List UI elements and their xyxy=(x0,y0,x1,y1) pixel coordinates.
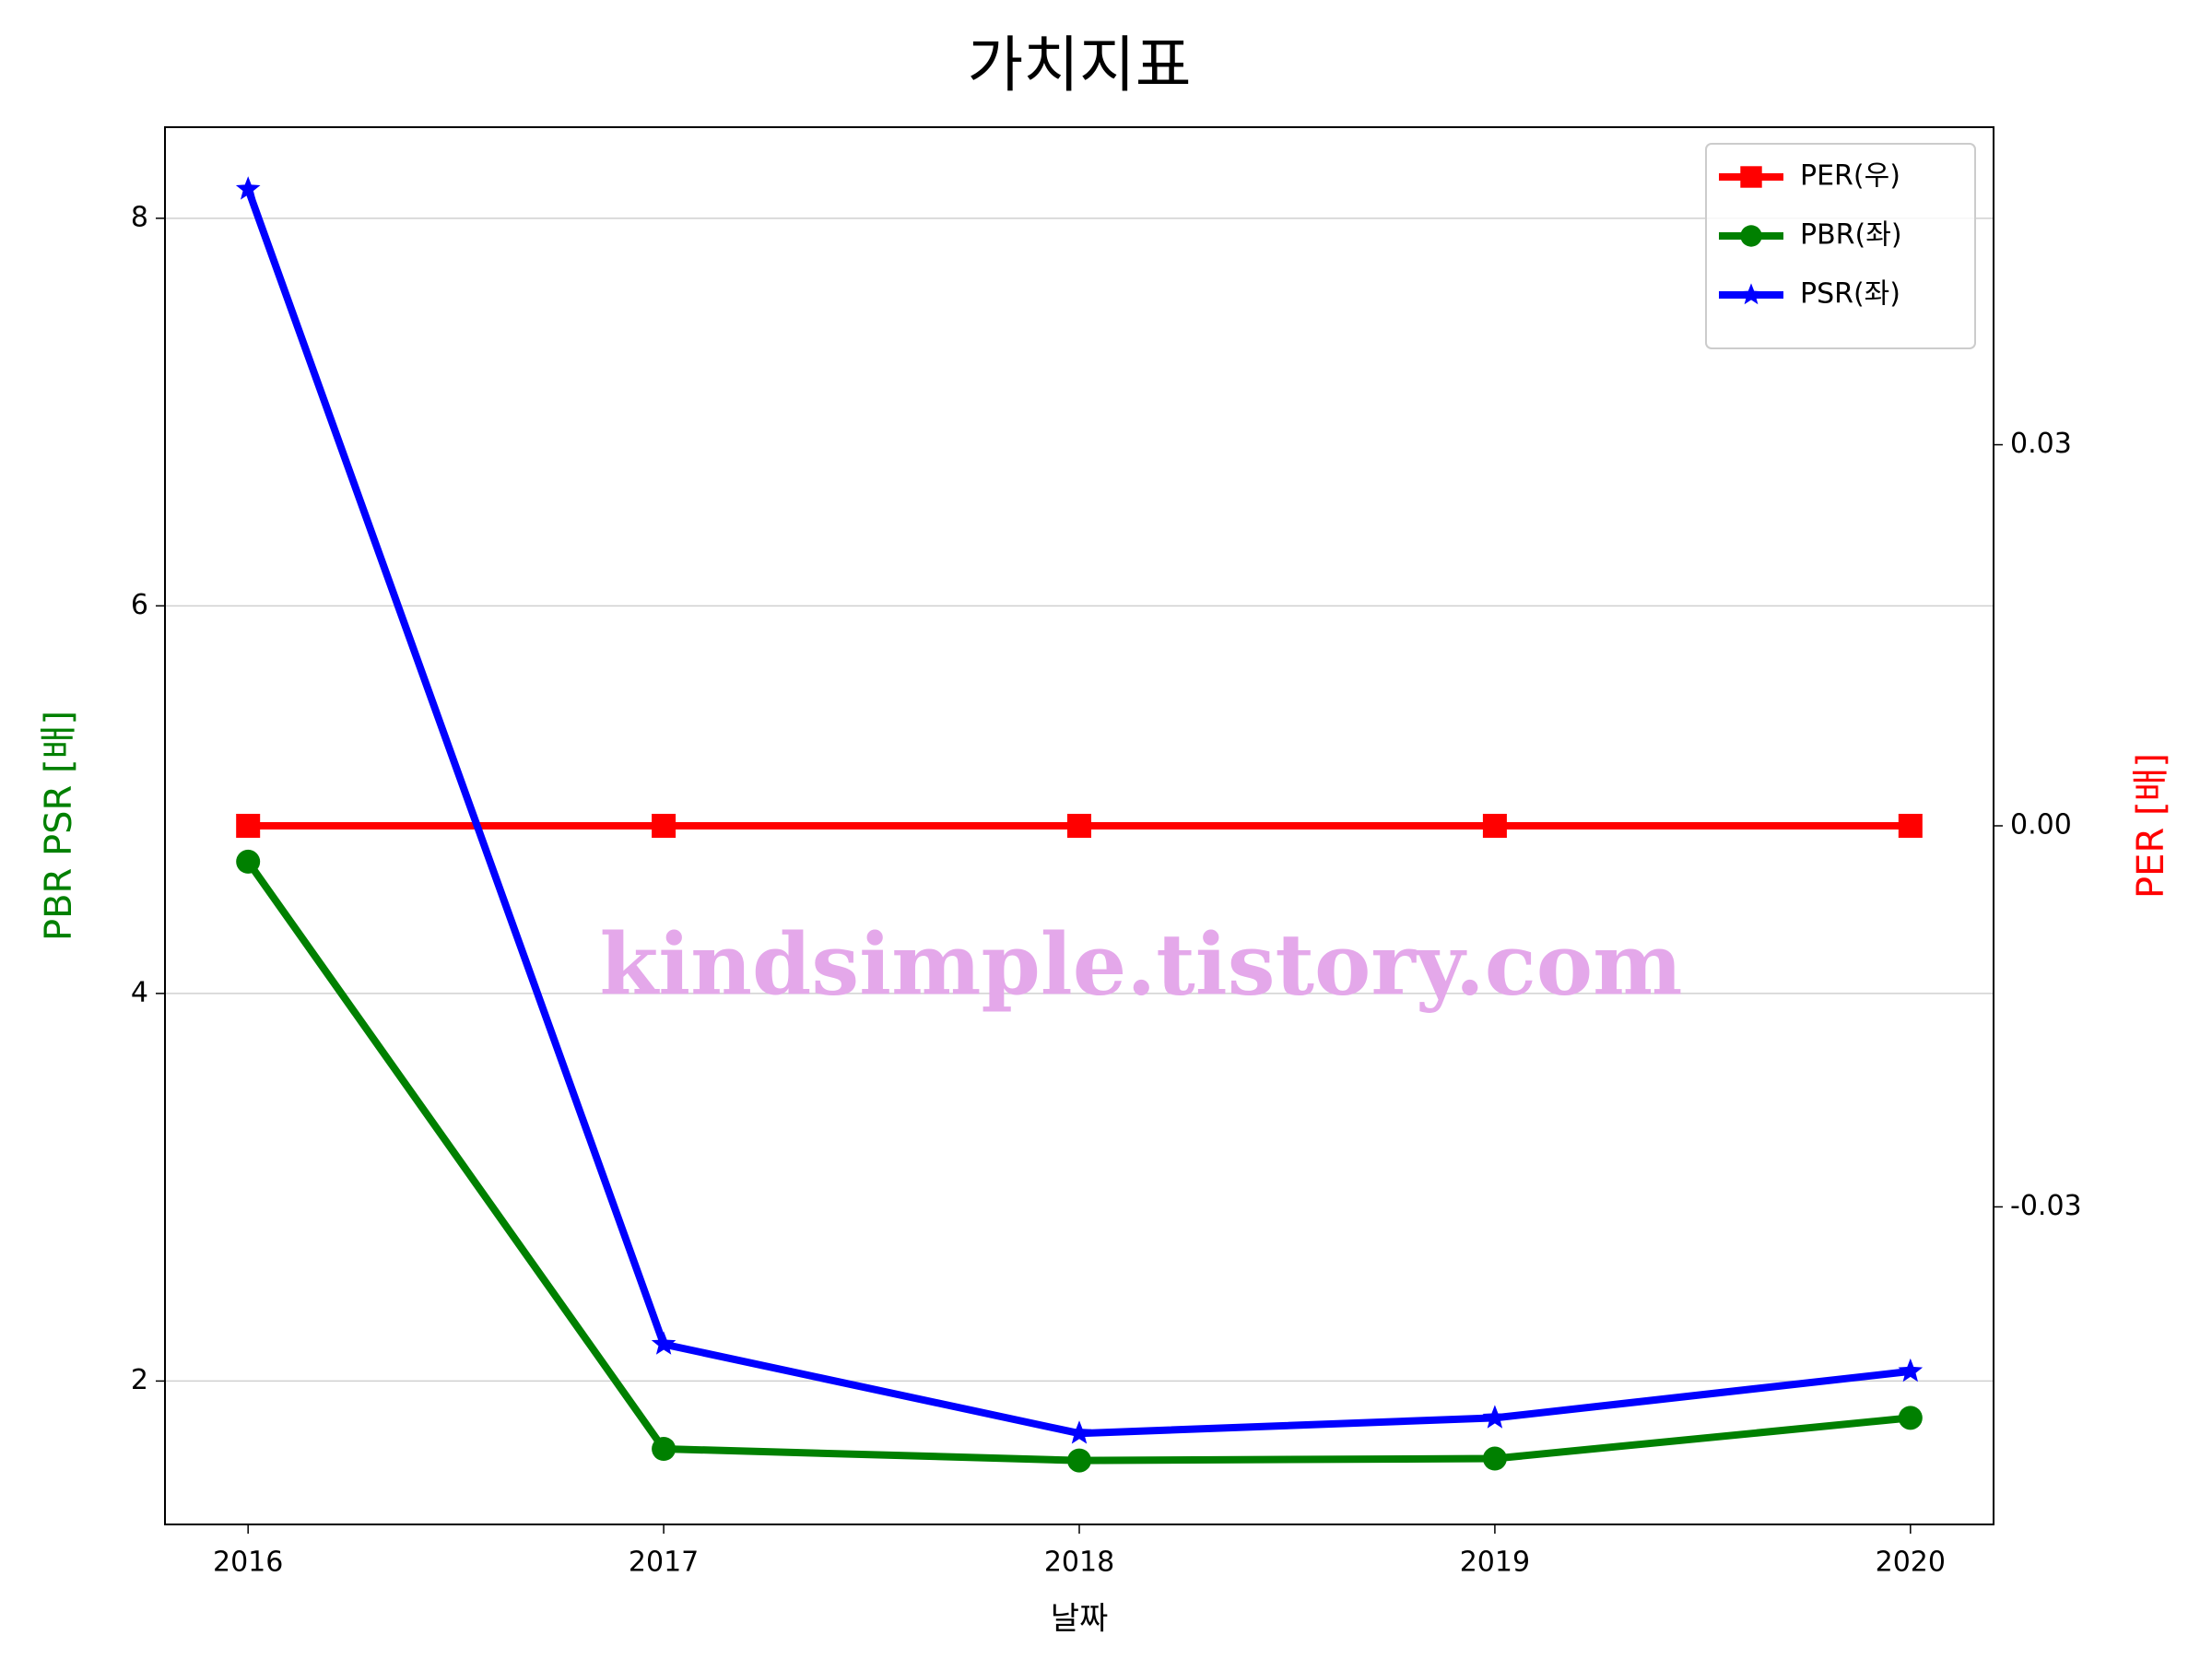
y-tick-label: 6 xyxy=(131,589,148,621)
series xyxy=(235,176,1924,1444)
marker xyxy=(1482,1405,1508,1429)
marker xyxy=(1740,283,1762,305)
marker xyxy=(1740,166,1762,188)
legend-label: PER(우) xyxy=(1800,160,1900,193)
x-tick-label: 2020 xyxy=(1876,1547,1946,1579)
marker xyxy=(652,814,677,838)
plot-frame xyxy=(164,126,1994,1525)
legend-label: PSR(좌) xyxy=(1800,278,1900,311)
y-tick-label: 8 xyxy=(131,201,148,233)
x-tick-label: 2019 xyxy=(1460,1547,1530,1579)
marker xyxy=(1898,1358,1924,1382)
x-axis-label: 날짜 xyxy=(1051,1601,1109,1638)
y-axis-label: PBR PSR [배] xyxy=(38,711,80,941)
marker xyxy=(236,814,261,838)
x-tick-label: 2018 xyxy=(1044,1547,1114,1579)
y2-tick-label: 0.00 xyxy=(2010,809,2072,841)
watermark: kindsimple.tistory.com xyxy=(599,915,1682,1015)
marker xyxy=(235,176,261,200)
data-line xyxy=(244,187,1912,1438)
marker xyxy=(1740,225,1762,247)
series xyxy=(236,814,1923,838)
chart-title: 가치지표 xyxy=(968,29,1192,100)
marker xyxy=(652,1436,677,1461)
marker xyxy=(1482,1446,1507,1471)
y2-tick-label: -0.03 xyxy=(2010,1190,2082,1222)
series xyxy=(236,849,1923,1473)
marker xyxy=(1067,1448,1091,1473)
legend-label: PBR(좌) xyxy=(1800,219,1902,252)
marker xyxy=(236,849,261,874)
marker xyxy=(1898,814,1923,838)
y2-axis-label: PER [배] xyxy=(2130,753,2172,899)
legend: PER(우) PBR(좌) PSR(좌) xyxy=(1705,143,1976,349)
marker xyxy=(651,1331,677,1355)
marker xyxy=(1898,1406,1923,1430)
y2-tick-label: 0.03 xyxy=(2010,428,2072,460)
y-tick-label: 4 xyxy=(131,976,148,1008)
x-tick-label: 2017 xyxy=(629,1547,699,1579)
marker xyxy=(1066,1420,1092,1444)
marker xyxy=(1482,814,1507,838)
marker xyxy=(1067,814,1091,838)
y-tick-label: 2 xyxy=(131,1364,148,1396)
x-tick-label: 2016 xyxy=(213,1547,283,1579)
